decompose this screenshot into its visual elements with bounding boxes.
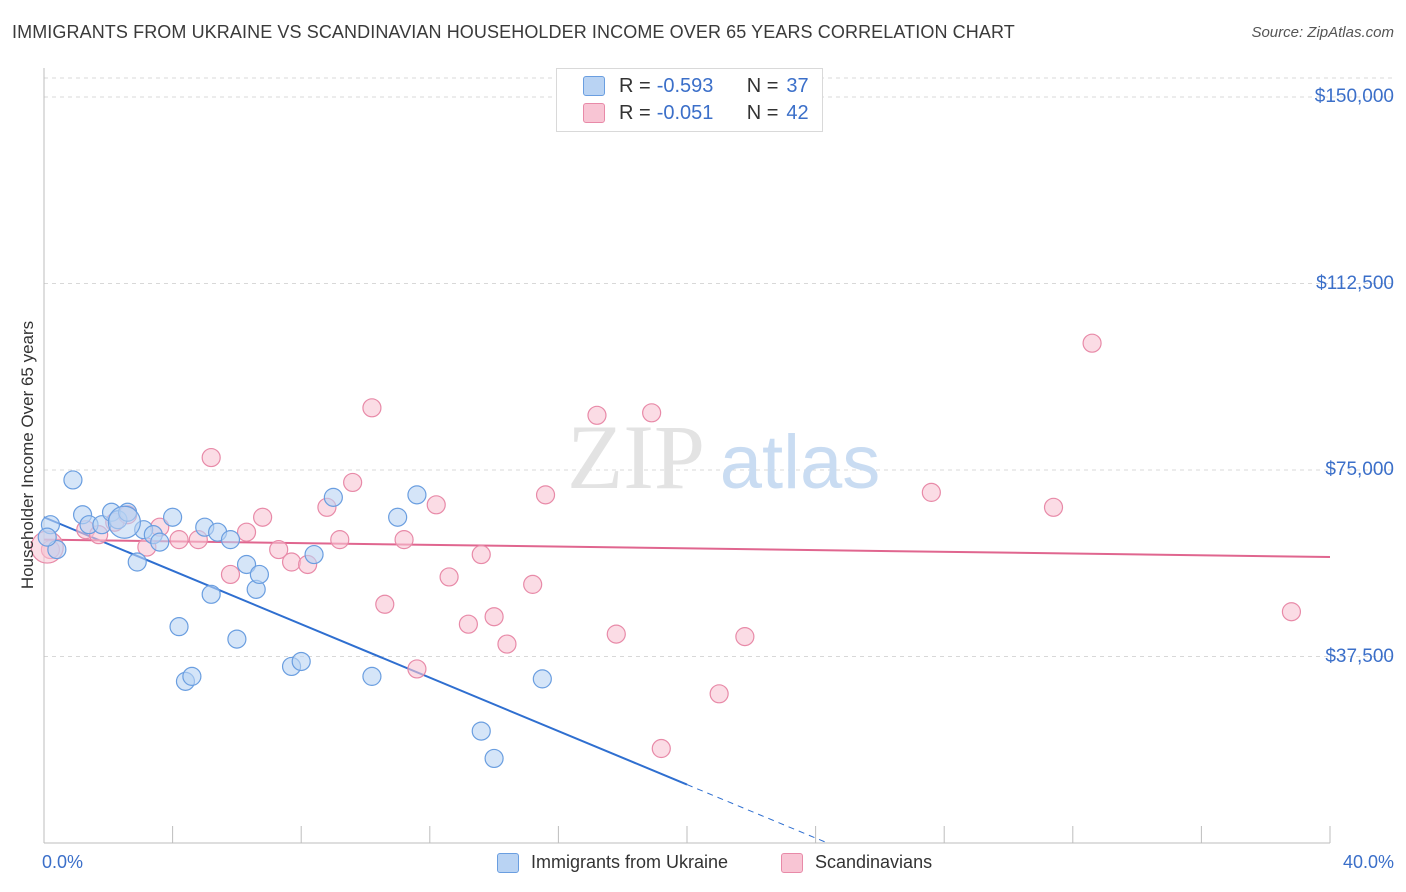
x-tick-label-min: 0.0% xyxy=(42,852,84,872)
ukraine-point xyxy=(484,748,504,769)
axes xyxy=(43,68,1331,844)
ukraine-point xyxy=(227,629,247,649)
scandinavians-point xyxy=(484,607,504,627)
scandinavians-point xyxy=(1043,497,1064,517)
legend-r-label: R = xyxy=(619,74,651,97)
legend-n-label: N = xyxy=(746,101,779,124)
legend-row-ukraine: R = -0.593 N = 37 xyxy=(583,74,809,98)
scandinavians-point xyxy=(281,552,302,572)
legend-n-label: N = xyxy=(746,74,779,97)
scandinavians-point xyxy=(535,485,556,505)
legend-r-value: -0.051 xyxy=(656,101,714,124)
scandinavians-point xyxy=(587,405,607,425)
y-tick-label: $112,500 xyxy=(1316,272,1394,294)
series-legend-label: Scandinavians xyxy=(815,852,933,872)
scandinavians-point xyxy=(343,472,363,493)
ukraine-point xyxy=(201,584,221,604)
series-swatch-ukraine xyxy=(497,852,519,873)
ukraine-point xyxy=(127,552,147,572)
scandinavians-point xyxy=(458,614,478,634)
ukraine-point xyxy=(471,721,491,741)
legend-swatch-ukraine xyxy=(583,76,605,96)
scandinavians-point xyxy=(471,544,491,565)
x-tick-label-max: 40.0% xyxy=(1342,852,1394,872)
ukraine-point xyxy=(163,507,183,527)
ukraine-point xyxy=(291,651,311,672)
ukraine-point xyxy=(236,554,257,575)
scandinavians-point xyxy=(220,564,241,585)
series-legend-ukraine[interactable]: Immigrants from Ukraine xyxy=(497,852,728,873)
scandinavians-point xyxy=(1281,602,1302,622)
legend-r-value: -0.593 xyxy=(656,74,714,97)
scandinavians-point xyxy=(253,507,273,527)
ukraine-point xyxy=(169,617,189,637)
y-axis-label: Householder Income Over 65 years xyxy=(18,320,37,590)
scandinavians-point xyxy=(169,530,189,550)
scandinavians-point xyxy=(709,684,729,704)
scandinavians-point xyxy=(1082,333,1102,353)
scandinavians-point xyxy=(651,738,671,759)
y-tick-label: $37,500 xyxy=(1325,645,1394,667)
trend-lines xyxy=(43,516,1331,844)
scandinavians-point xyxy=(330,530,350,550)
scandinavians-point xyxy=(439,567,459,587)
scandinavians-point xyxy=(407,659,427,679)
scandinavians-point xyxy=(735,627,755,647)
legend-row-scandinavians: R = -0.051 N = 42 xyxy=(583,101,809,125)
series-legend: Immigrants from Ukraine Scandinavians xyxy=(0,852,1406,876)
y-tick-label: $150,000 xyxy=(1314,86,1394,107)
series-legend-scandinavians[interactable]: Scandinavians xyxy=(781,852,932,873)
legend-swatch-scandinavians xyxy=(583,103,605,123)
series-swatch-scandinavians xyxy=(781,852,803,873)
scandinavians-point xyxy=(362,398,382,418)
scandinavians-point xyxy=(426,495,446,515)
scandinavians-point xyxy=(375,594,395,614)
ukraine-point xyxy=(388,507,408,527)
scandinavians-point xyxy=(497,634,517,654)
ukraine-point xyxy=(37,527,57,547)
watermark: ZIP atlas xyxy=(567,406,880,508)
chart-source: Source: ZipAtlas.com xyxy=(1251,24,1394,41)
watermark-atlas: atlas xyxy=(720,420,881,505)
scandinavians-point xyxy=(642,403,662,423)
ukraine-point xyxy=(150,532,170,552)
ukraine-point xyxy=(323,487,343,507)
watermark-zip: ZIP xyxy=(567,406,705,508)
data-points xyxy=(30,333,1302,769)
scandinavians-point xyxy=(523,574,543,594)
scandinavians-point xyxy=(269,539,289,560)
chart-title: IMMIGRANTS FROM UKRAINE VS SCANDINAVIAN … xyxy=(12,22,1015,42)
ukraine-point xyxy=(249,564,270,585)
series-legend-label: Immigrants from Ukraine xyxy=(531,852,729,872)
trend-line-scandinavians xyxy=(43,538,1331,559)
correlation-legend: R = -0.593 N = 37 R = -0.051 N = 42 xyxy=(556,68,823,132)
ukraine-point xyxy=(407,485,427,505)
legend-n-value: 42 xyxy=(786,101,809,124)
scandinavians-point xyxy=(236,522,257,542)
scandinavians-point xyxy=(394,530,414,550)
ukraine-point xyxy=(220,530,241,550)
legend-r-label: R = xyxy=(619,101,651,124)
ukraine-point xyxy=(107,505,141,539)
ukraine-point xyxy=(304,544,324,565)
ukraine-point xyxy=(63,470,83,490)
ukraine-point xyxy=(362,666,382,686)
trend-line-ukraine-extension xyxy=(686,784,828,844)
ukraine-point xyxy=(182,666,202,686)
ukraine-point xyxy=(532,669,552,689)
legend-n-value: 37 xyxy=(786,74,809,97)
scandinavians-point xyxy=(606,624,626,644)
scandinavians-point xyxy=(921,482,941,502)
scandinavians-point xyxy=(201,447,221,468)
trend-line-ukraine xyxy=(43,516,688,786)
y-tick-label: $75,000 xyxy=(1325,459,1394,480)
